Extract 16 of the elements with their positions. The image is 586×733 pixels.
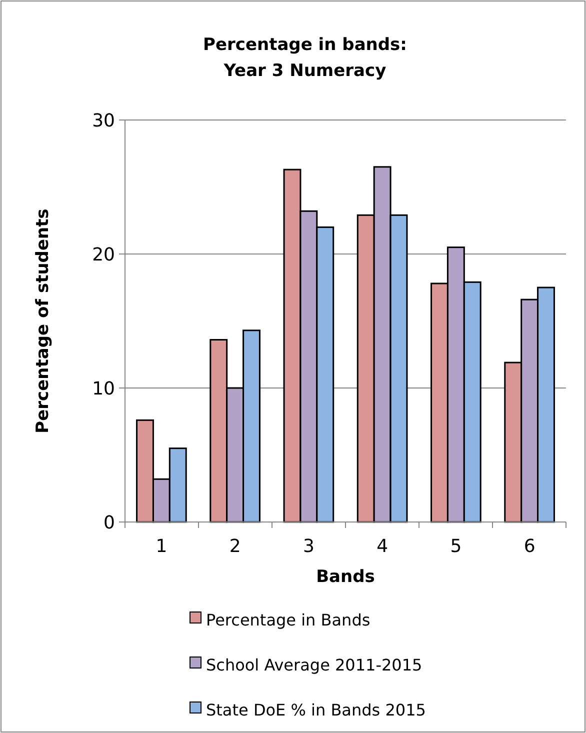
x-tick-label: 6	[524, 536, 536, 557]
x-tick-label: 2	[229, 536, 241, 557]
legend-label: School Average 2011-2015	[206, 656, 422, 675]
x-tick-label: 5	[450, 536, 462, 557]
y-tick-label: 30	[92, 110, 115, 132]
y-axis-title: Percentage of students	[33, 208, 53, 434]
x-tick-label: 3	[302, 536, 314, 557]
legend-label: State DoE % in Bands 2015	[206, 700, 426, 720]
x-axis-title: Bands	[316, 567, 375, 587]
y-tick-label: 10	[92, 378, 115, 400]
x-tick-label: 4	[376, 536, 388, 557]
chart-title: Percentage in bands: Year 3 Numeracy	[203, 35, 407, 81]
x-tick-label: 1	[156, 536, 168, 557]
legend-label: Percentage in Bands	[206, 610, 370, 630]
y-tick-label: 0	[104, 512, 115, 534]
y-tick-label: 20	[92, 244, 115, 266]
